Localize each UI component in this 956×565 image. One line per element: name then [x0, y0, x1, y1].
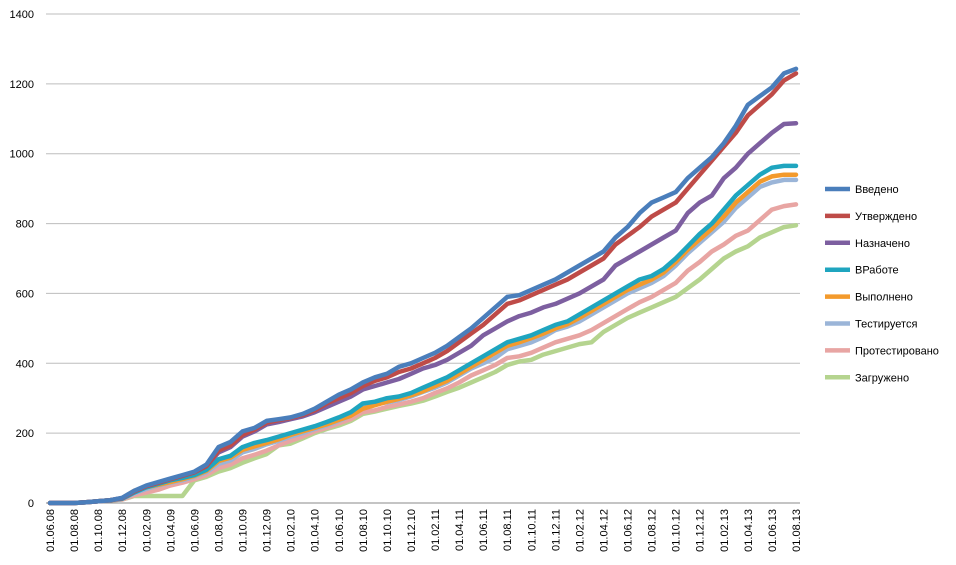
x-tick-label: 01.12.11	[550, 509, 562, 551]
x-tick-label: 01.08.08	[69, 509, 81, 552]
x-tick-label: 01.06.12	[623, 509, 635, 552]
x-tick-label: 01.08.13	[791, 509, 803, 552]
y-tick-label: 0	[28, 498, 34, 510]
x-tick-label: 01.02.10	[286, 509, 298, 552]
legend-label: Введено	[855, 184, 899, 196]
x-tick-label: 01.12.10	[406, 509, 418, 552]
x-tick-label: 01.08.10	[358, 509, 370, 552]
y-tick-label: 1400	[10, 9, 34, 21]
x-tick-label: 01.08.12	[647, 509, 659, 552]
x-tick-label: 01.10.10	[382, 509, 394, 552]
x-tick-label: 01.10.08	[93, 509, 105, 552]
x-tick-label: 01.12.12	[695, 509, 707, 552]
y-tick-label: 600	[16, 288, 34, 300]
x-tick-label: 01.02.11	[430, 509, 442, 551]
x-tick-label: 01.02.09	[141, 509, 153, 552]
legend-label: ВРаботе	[855, 265, 899, 277]
y-tick-label: 800	[16, 219, 34, 231]
x-tick-label: 01.10.11	[526, 509, 538, 551]
x-tick-label: 01.06.08	[45, 509, 57, 552]
legend-label: Тестируется	[855, 319, 917, 331]
x-tick-label: 01.02.13	[719, 509, 731, 552]
x-tick-label: 01.10.09	[238, 509, 250, 552]
legend-label: Выполнено	[855, 292, 913, 304]
x-tick-label: 01.06.09	[189, 509, 201, 552]
x-tick-label: 01.06.11	[478, 509, 490, 551]
y-tick-label: 1000	[10, 149, 34, 161]
series-line	[47, 223, 799, 506]
x-tick-label: 01.12.09	[262, 509, 274, 552]
y-tick-label: 200	[16, 428, 34, 440]
x-tick-label: 01.04.09	[165, 509, 177, 552]
series-line	[47, 202, 799, 506]
x-tick-label: 01.02.12	[574, 509, 586, 552]
y-tick-label: 400	[16, 358, 34, 370]
x-tick-label: 01.06.13	[767, 509, 779, 552]
x-tick-label: 01.04.12	[598, 509, 610, 552]
series-line	[47, 66, 799, 506]
series-line	[47, 177, 799, 506]
legend-label: Назначено	[855, 238, 910, 250]
x-tick-label: 01.04.10	[310, 509, 322, 552]
x-tick-label: 01.04.11	[454, 509, 466, 551]
legend-label: Загружено	[855, 372, 909, 384]
x-tick-label: 01.10.12	[671, 509, 683, 552]
x-tick-label: 01.06.10	[334, 509, 346, 552]
x-tick-label: 01.12.08	[117, 509, 129, 552]
x-tick-label: 01.08.09	[213, 509, 225, 552]
x-tick-label: 01.04.13	[743, 509, 755, 552]
legend-label: Протестировано	[855, 345, 939, 357]
legend-label: Утверждено	[855, 211, 917, 223]
x-tick-label: 01.08.11	[502, 509, 514, 551]
y-tick-label: 1200	[10, 79, 34, 91]
